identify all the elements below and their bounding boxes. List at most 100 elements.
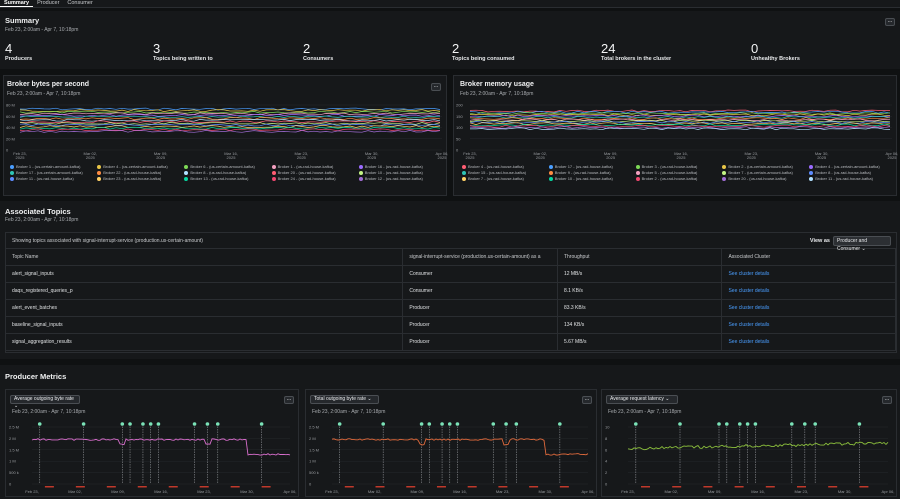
legend-label: Broker 4 - (us-certain-amount-kafka) (103, 164, 168, 169)
legend-item[interactable]: Broker 16 - (us-rad-house-kafka) (358, 164, 442, 169)
event-marker[interactable] (745, 422, 750, 426)
legend-item[interactable]: Broker 12 - (us-rad-house-kafka) (358, 176, 442, 181)
event-marker[interactable] (215, 422, 220, 426)
legend-item[interactable]: Broker 4 - (us-certain-amount-kafka) (97, 164, 180, 169)
legend-item[interactable]: Broker 17 - (us-rad-house-kafka) (548, 164, 632, 169)
legend-item[interactable]: Broker 20 - (us-rad-house-kafka) (271, 170, 355, 175)
legend-item[interactable]: Broker 4 - (us-rad-house-kafka) (462, 164, 545, 169)
legend-label: Broker 13 - (us-rad-house-kafka) (190, 176, 249, 181)
metric-more-button[interactable]: ... (284, 396, 294, 404)
cluster-details-link[interactable]: See cluster details (721, 316, 896, 334)
legend-item[interactable]: Broker 1 - (us-rad-house-kafka) (271, 164, 355, 169)
cluster-details-link[interactable]: See cluster details (721, 299, 896, 317)
summary-more-button[interactable]: ... (885, 18, 895, 26)
cluster-details-link[interactable]: See cluster details (721, 265, 896, 283)
legend-item[interactable]: Broker 2 - (us-rad-house-kafka) (635, 176, 719, 181)
legend-item[interactable]: Broker 8 - (us-rad-house-kafka) (809, 170, 892, 175)
event-marker[interactable] (440, 422, 444, 426)
event-marker[interactable] (205, 422, 210, 426)
alert-bar (734, 486, 744, 488)
x-tick-label: Mar 30, (815, 151, 829, 156)
legend-item[interactable]: Broker 7 - (us-rad-house-kafka) (462, 176, 545, 181)
event-marker[interactable] (37, 422, 42, 426)
event-marker[interactable] (455, 422, 460, 426)
event-marker[interactable] (717, 422, 721, 426)
event-marker[interactable] (678, 422, 682, 426)
legend-item[interactable]: Broker 6 - (us-certain-amount-kafka) (184, 164, 267, 169)
event-marker[interactable] (514, 422, 519, 426)
tab-consumer[interactable]: Consumer (67, 0, 93, 6)
legend-item[interactable]: Broker 11 - (us-rad-house-kafka) (10, 176, 93, 181)
metric-select[interactable]: Average request latency ⌄ (606, 395, 678, 404)
metric-line (627, 441, 889, 451)
broker-bytes-more-button[interactable]: ... (431, 83, 441, 91)
legend-item[interactable]: Broker 23 - (us-rad-house-kafka) (97, 176, 180, 181)
legend-item[interactable]: Broker 10 - (us-rad-house-kafka) (358, 170, 442, 175)
alert-bar (828, 486, 838, 488)
legend-item[interactable]: Broker 11 - (us-rad-house-kafka) (809, 176, 892, 181)
table-cell: Consumer (402, 265, 558, 283)
legend-item[interactable]: Broker 2 - (us-certain-amount-kafka) (722, 164, 805, 169)
metric-select[interactable]: Average outgoing byte rate ⌄ (10, 395, 80, 409)
event-marker[interactable] (504, 422, 508, 426)
event-marker[interactable] (491, 422, 496, 426)
tab-summary[interactable]: Summary (0, 0, 34, 7)
topics-header-row: Topic Name signal-interrupt-service (prod… (6, 249, 896, 266)
metric-select[interactable]: Total outgoing byte rate ⌄ (310, 395, 379, 404)
legend-item[interactable]: Broker 22 - (us-rad-house-kafka) (97, 170, 180, 175)
event-marker[interactable] (427, 422, 432, 426)
cluster-details-link[interactable]: See cluster details (721, 333, 896, 351)
legend-item[interactable]: Broker 1 - (us-certain-amount-kafka) (10, 164, 93, 169)
event-marker[interactable] (634, 422, 638, 426)
table-cell: Producer (402, 316, 558, 334)
event-marker[interactable] (753, 422, 758, 426)
event-marker[interactable] (128, 422, 132, 426)
event-marker[interactable] (447, 422, 452, 426)
event-marker[interactable] (813, 422, 817, 426)
legend-item[interactable]: Broker 15 - (us-rad-house-kafka) (462, 170, 545, 175)
table-cell: alert_event_batches (6, 299, 404, 317)
metric-select-value: Total outgoing byte rate (314, 396, 366, 402)
table-cell: Consumer (402, 282, 558, 300)
event-marker[interactable] (120, 422, 125, 426)
event-marker[interactable] (192, 422, 197, 426)
legend-item[interactable]: Broker 8 - (us-rad-house-kafka) (184, 170, 267, 175)
metric-more-button[interactable]: ... (582, 396, 592, 404)
event-marker[interactable] (156, 422, 161, 426)
metric-more-button[interactable]: ... (882, 396, 892, 404)
topics-message: Showing topics associated with signal-in… (12, 238, 203, 244)
stat-value: 2 (303, 41, 311, 56)
legend-item[interactable]: Broker 5 - (us-rad-house-kafka) (635, 170, 719, 175)
event-marker[interactable] (81, 422, 86, 426)
event-marker[interactable] (141, 422, 145, 426)
event-marker[interactable] (148, 422, 153, 426)
legend-item[interactable]: Broker 13 - (us-rad-house-kafka) (184, 176, 267, 181)
event-marker[interactable] (790, 422, 794, 426)
event-marker[interactable] (419, 422, 424, 426)
legend-item[interactable]: Broker 24 - (us-rad-house-kafka) (271, 176, 355, 181)
cluster-details-link[interactable]: See cluster details (721, 282, 896, 300)
event-marker[interactable] (803, 422, 807, 426)
event-marker[interactable] (857, 422, 862, 426)
alert-bar (672, 486, 682, 488)
view-as-select[interactable]: Producer and Consumer ⌄ (833, 236, 891, 252)
legend-item[interactable]: Broker 17 - (us-certain-amount-kafka) (10, 170, 93, 175)
broker-bytes-panel: Broker bytes per second Feb 23, 2:00am -… (3, 75, 448, 196)
event-marker[interactable] (259, 422, 264, 426)
legend-item[interactable]: Broker 9 - (us-rad-house-kafka) (548, 170, 632, 175)
x-tick-year: 2025 (536, 155, 546, 160)
tab-producer[interactable]: Producer (37, 0, 60, 6)
legend-item[interactable]: Broker 3 - (us-rad-house-kafka) (635, 164, 719, 169)
legend-item[interactable]: Broker 20 - (us-rad-house-kafka) (722, 176, 805, 181)
event-marker[interactable] (738, 422, 742, 426)
legend-item[interactable]: Broker 7 - (us-certain-amount-kafka) (722, 170, 805, 175)
event-marker[interactable] (337, 422, 342, 426)
event-marker[interactable] (725, 422, 729, 426)
event-marker[interactable] (558, 422, 562, 426)
event-marker[interactable] (381, 422, 385, 426)
legend-item[interactable]: Broker 10 - (us-rad-house-kafka) (548, 176, 632, 181)
x-tick-year: 2025 (16, 155, 26, 160)
legend-item[interactable]: Broker 4 - (us-certain-amount-kafka) (809, 164, 892, 169)
alert-bar (859, 486, 869, 488)
